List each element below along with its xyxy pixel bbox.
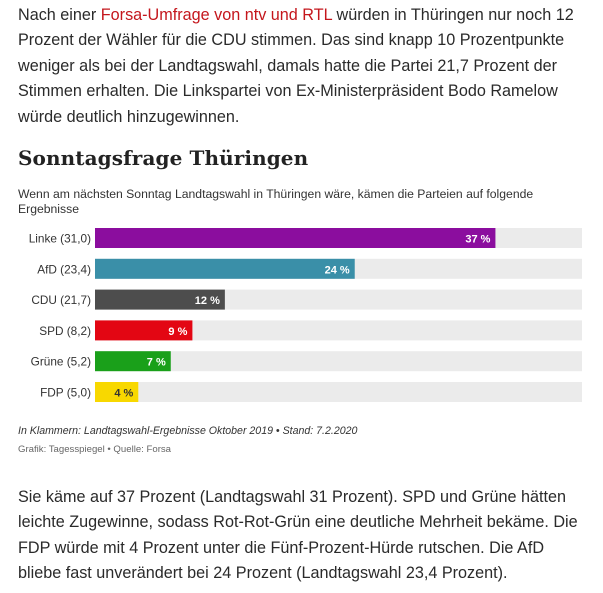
bar-afd [95, 258, 355, 279]
chart-note: In Klammern: Landtagswahl-Ergebnisse Okt… [18, 425, 358, 437]
intro-text-rest: würden in Thüringen nur noch 12 Prozent … [18, 6, 574, 126]
category-label-linke: Linke (31,0) [29, 232, 91, 246]
category-label-fdp: FDP (5,0) [40, 386, 91, 400]
chart-title: Sonntagsfrage Thüringen [18, 146, 309, 170]
bar-fdp [95, 382, 139, 402]
bar-track-spd [95, 320, 582, 341]
value-label-gruene: 7 % [147, 357, 166, 369]
value-label-fdp: 4 % [114, 388, 133, 400]
chart-source: Grafik: Tagesspiegel • Quelle: Forsa [18, 444, 172, 455]
article-paragraph-followup: Sie käme auf 37 Prozent (Landtagswahl 31… [18, 488, 578, 583]
bar-spd [95, 320, 193, 341]
chart-subtitle: Wenn am nächsten Sonntag Landtagswahl in… [18, 187, 534, 216]
bar-track-gruene [95, 351, 582, 372]
value-label-afd: 24 % [325, 264, 350, 276]
category-label-spd: SPD (8,2) [39, 324, 91, 338]
forsa-survey-link[interactable]: Forsa-Umfrage von ntv und RTL [100, 6, 332, 24]
article-paragraph-intro: Nach einer Forsa-Umfrage von ntv und RTL… [18, 3, 588, 130]
bar-cdu [95, 289, 225, 310]
value-label-linke: 37 % [465, 234, 490, 246]
category-label-gruene: Grüne (5,2) [31, 355, 91, 369]
bar-linke [95, 228, 496, 248]
category-label-cdu: CDU (21,7) [31, 293, 91, 307]
bar-gruene [95, 351, 171, 372]
bar-track-fdp [95, 382, 582, 402]
value-label-cdu: 12 % [195, 295, 220, 307]
intro-text-start: Nach einer [18, 6, 101, 24]
value-label-spd: 9 % [168, 326, 187, 338]
category-label-afd: AfD (23,4) [37, 262, 91, 276]
